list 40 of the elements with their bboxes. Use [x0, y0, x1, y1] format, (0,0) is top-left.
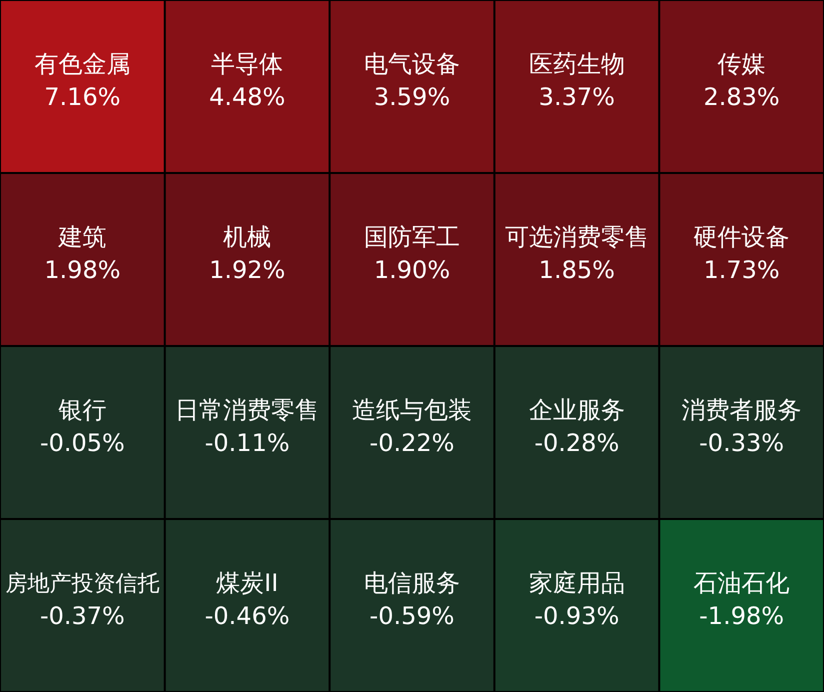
category-label: 电信服务	[364, 569, 460, 598]
category-label: 石油石化	[694, 569, 790, 598]
data-label: 3.59%	[374, 83, 450, 112]
category-label: 电气设备	[364, 50, 460, 78]
category-label: 建筑	[57, 223, 106, 252]
data-label: -0.37%	[40, 602, 125, 630]
category-label: 造纸与包装	[352, 396, 472, 424]
data-label: -0.22%	[370, 429, 454, 458]
category-label: 日常消费零售	[175, 396, 320, 424]
data-label: -0.05%	[40, 429, 125, 458]
data-label: 2.83%	[703, 83, 780, 112]
category-label: 企业服务	[528, 396, 625, 424]
data-label: -0.33%	[699, 429, 784, 458]
data-label: 1.73%	[703, 256, 780, 284]
category-label: 国防军工	[364, 223, 460, 252]
category-label: 家庭用品	[528, 569, 625, 598]
category-label: 医药生物	[528, 50, 625, 78]
category-label: 房地产投资信托	[5, 572, 160, 597]
data-label: 1.98%	[44, 256, 121, 284]
data-label: 1.92%	[209, 256, 286, 284]
category-label: 传媒	[718, 50, 766, 78]
data-label: -0.46%	[204, 602, 290, 630]
data-label: -1.98%	[699, 602, 784, 630]
data-label: 3.37%	[538, 83, 615, 112]
category-label: 半导体	[211, 50, 284, 78]
category-label: 硬件设备	[694, 223, 790, 252]
category-label: 可选消费零售	[504, 223, 649, 252]
data-label: 1.90%	[374, 256, 450, 284]
data-label: -0.11%	[204, 429, 290, 458]
data-label: -0.28%	[534, 429, 620, 458]
data-label: 1.85%	[538, 256, 615, 284]
category-label: 银行	[57, 396, 106, 424]
category-label: 消费者服务	[682, 396, 802, 424]
category-label: 煤炭II	[216, 569, 278, 598]
category-label: 机械	[223, 223, 272, 252]
data-label: 4.48%	[209, 83, 286, 112]
data-label: -0.59%	[370, 602, 454, 630]
data-label: 7.16%	[44, 83, 121, 112]
data-label: -0.93%	[534, 602, 620, 630]
category-label: 有色金属	[34, 50, 130, 78]
